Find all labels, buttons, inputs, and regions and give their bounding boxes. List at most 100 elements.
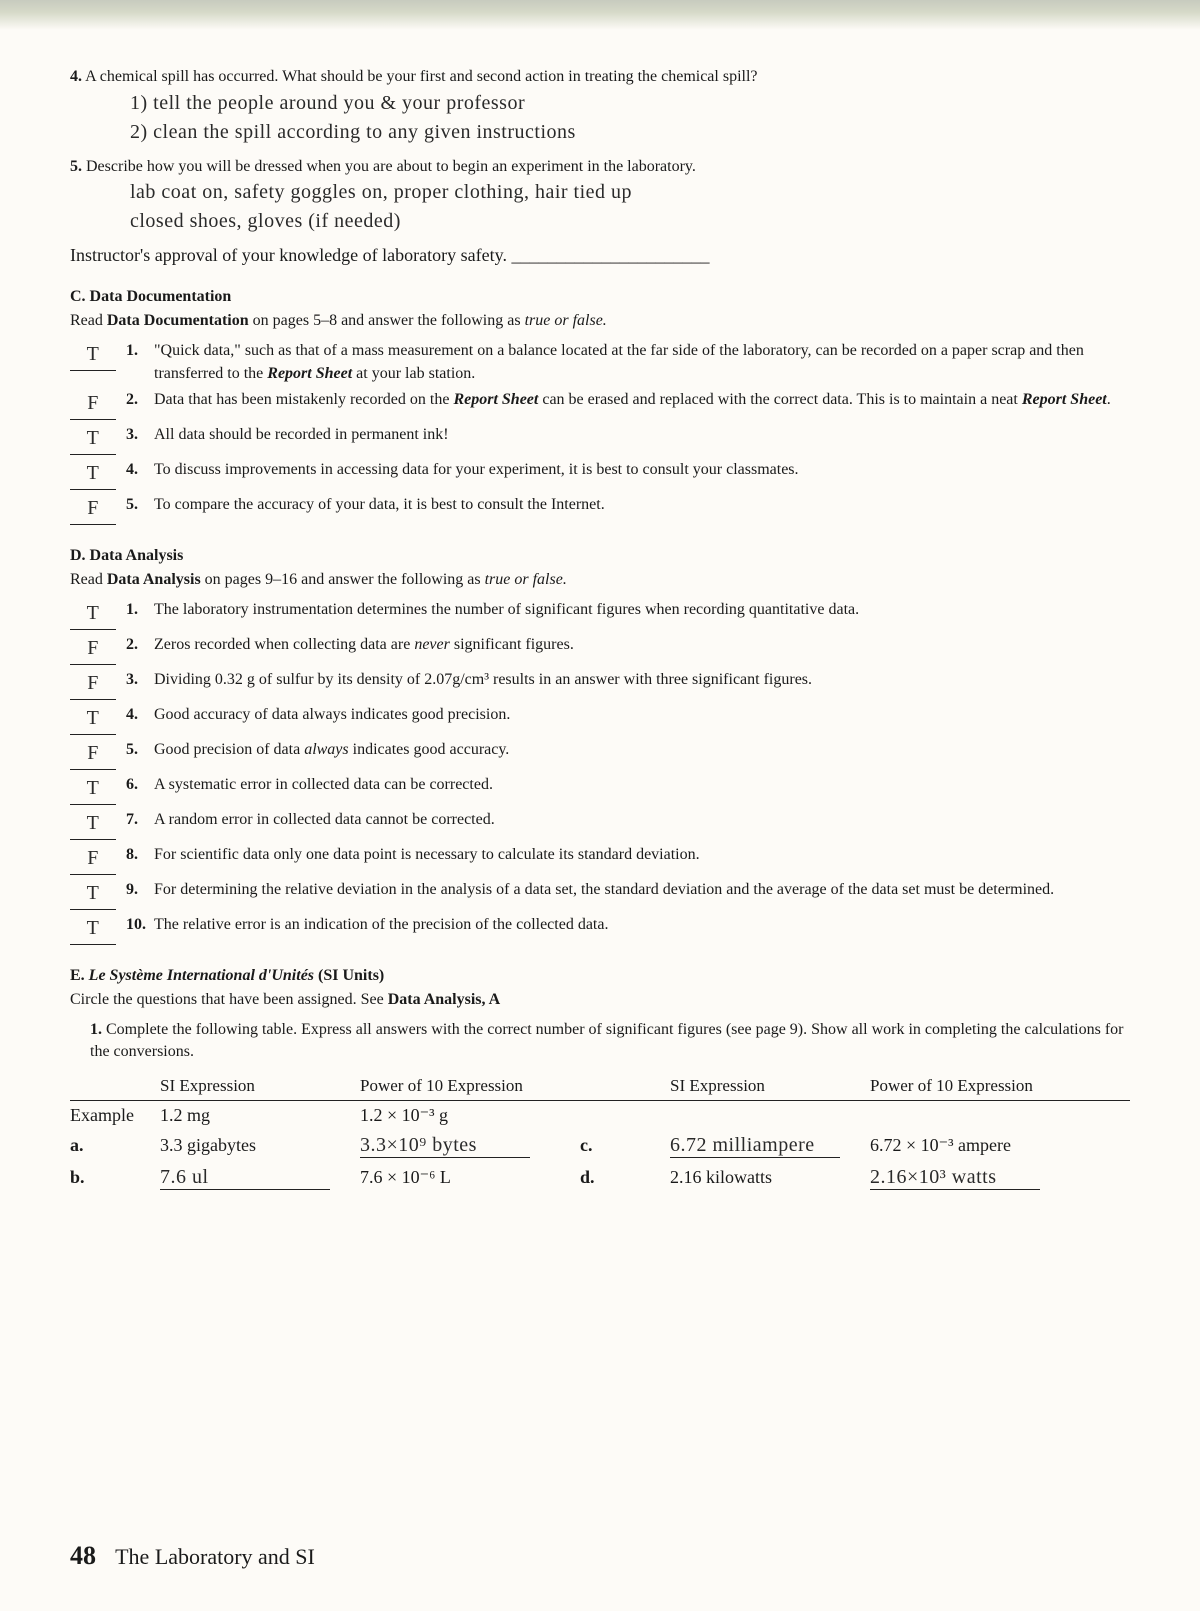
a-si: 3.3 gigabytes <box>160 1135 360 1156</box>
worksheet-page: 4. A chemical spill has occurred. What s… <box>0 0 1200 1611</box>
c5-answer: F <box>70 494 116 525</box>
sec-c-intro-pre: Read <box>70 312 107 329</box>
d4-answer: T <box>70 704 116 735</box>
si-h-blank1 <box>70 1076 160 1096</box>
c4-answer: T <box>70 459 116 490</box>
section-c-intro: Read Data Documentation on pages 5–8 and… <box>70 312 1130 330</box>
section-c-list: T 1. "Quick data," such as that of a mas… <box>70 340 1130 525</box>
d3-num: 3. <box>126 669 154 691</box>
a-pow-answer: 3.3×10⁹ bytes <box>360 1134 530 1158</box>
si-h-blank2 <box>580 1076 670 1096</box>
section-e-heading: E. Le Système International d'Unités (SI… <box>70 967 1130 985</box>
d7-text: A random error in collected data cannot … <box>154 809 1130 831</box>
q5-answer-line-1: lab coat on, safety goggles on, proper c… <box>130 179 1130 206</box>
d6-text: A systematic error in collected data can… <box>154 774 1130 796</box>
e-intro-pre: Circle the questions that have been assi… <box>70 991 388 1008</box>
d2-pre: Zeros recorded when collecting data are <box>154 636 414 653</box>
d2-i: never <box>414 636 450 653</box>
si-conversion-table: SI Expression Power of 10 Expression SI … <box>70 1076 1130 1194</box>
d6-num: 6. <box>126 774 154 796</box>
sec-c-intro-bold: Data Documentation <box>107 312 249 329</box>
d8-answer: F <box>70 844 116 875</box>
q5-text: Describe how you will be dressed when yo… <box>86 158 696 175</box>
q5-answer-line-2: closed shoes, gloves (if needed) <box>130 208 1130 235</box>
example-si: 1.2 mg <box>160 1105 360 1126</box>
d5-i: always <box>304 741 348 758</box>
a-label: a. <box>70 1135 160 1156</box>
d1-answer: T <box>70 599 116 630</box>
d-item-6: T 6.A systematic error in collected data … <box>70 774 1130 805</box>
c-item-4: T 4. To discuss improvements in accessin… <box>70 459 1130 490</box>
footer-title: The Laboratory and SI <box>115 1544 315 1569</box>
c4-num: 4. <box>126 459 154 481</box>
si-h4: Power of 10 Expression <box>870 1076 1090 1096</box>
d2-text: Zeros recorded when collecting data are … <box>154 634 1130 656</box>
d-item-9: T9.For determining the relative deviatio… <box>70 879 1130 910</box>
sec-c-intro-tf: true or false. <box>525 312 607 329</box>
c3-num: 3. <box>126 424 154 446</box>
b-label: b. <box>70 1167 160 1188</box>
c-item-5: F 5. To compare the accuracy of your dat… <box>70 494 1130 525</box>
c1-num: 1. <box>126 340 154 362</box>
c-item-2: F 2. Data that has been mistakenly recor… <box>70 389 1130 420</box>
c1-bold: Report Sheet <box>267 365 352 382</box>
si-table-header: SI Expression Power of 10 Expression SI … <box>70 1076 1130 1101</box>
c1-answer: T <box>70 340 116 371</box>
d10-answer: T <box>70 914 116 945</box>
c2-text: Data that has been mistakenly recorded o… <box>154 389 1130 411</box>
d4-num: 4. <box>126 704 154 726</box>
c-si-answer: 6.72 milliampere <box>670 1134 840 1158</box>
c3-text: All data should be recorded in permanent… <box>154 424 1130 446</box>
c5-num: 5. <box>126 494 154 516</box>
d5-pre: Good precision of data <box>154 741 304 758</box>
d3-text: Dividing 0.32 g of sulfur by its density… <box>154 669 1130 691</box>
d-item-1: T1.The laboratory instrumentation determ… <box>70 599 1130 630</box>
section-d-heading: D. Data Analysis <box>70 547 1130 565</box>
e-head-pre: E. <box>70 967 89 984</box>
d5-post: indicates good accuracy. <box>349 741 510 758</box>
d-pow-answer: 2.16×10³ watts <box>870 1166 1040 1190</box>
d9-num: 9. <box>126 879 154 901</box>
c2-answer: F <box>70 389 116 420</box>
q4-text: A chemical spill has occurred. What shou… <box>85 68 757 85</box>
example-label: Example <box>70 1105 160 1126</box>
c-item-3: T 3. All data should be recorded in perm… <box>70 424 1130 455</box>
c2-post2: . <box>1107 391 1111 408</box>
sec-c-intro-post: on pages 5–8 and answer the following as <box>249 312 525 329</box>
d8-text: For scientific data only one data point … <box>154 844 1130 866</box>
page-top-shadow <box>0 0 1200 30</box>
d1-num: 1. <box>126 599 154 621</box>
c2-num: 2. <box>126 389 154 411</box>
q5-number: 5. <box>70 158 82 175</box>
d4-text: Good accuracy of data always indicates g… <box>154 704 1130 726</box>
c1-post: at your lab station. <box>352 365 475 382</box>
e-intro-bold: Data Analysis, A <box>388 991 500 1008</box>
b-si-answer: 7.6 ul <box>160 1166 330 1190</box>
si-h1: SI Expression <box>160 1076 360 1096</box>
d9-answer: T <box>70 879 116 910</box>
q4-number: 4. <box>70 68 82 85</box>
c-item-1: T 1. "Quick data," such as that of a mas… <box>70 340 1130 385</box>
question-4: 4. A chemical spill has occurred. What s… <box>70 66 1130 146</box>
e-q1-text: Complete the following table. Express al… <box>90 1021 1124 1060</box>
e-question-1: 1. Complete the following table. Express… <box>90 1019 1130 1062</box>
d-item-10: T 10.The relative error is an indication … <box>70 914 1130 945</box>
page-number: 48 <box>70 1541 96 1570</box>
d10-text: The relative error is an indication of t… <box>154 914 1130 936</box>
sec-d-intro-pre: Read <box>70 571 107 588</box>
c-label: c. <box>580 1135 670 1156</box>
d-item-8: F8.For scientific data only one data poi… <box>70 844 1130 875</box>
d6-answer: T <box>70 774 116 805</box>
e-q1-num: 1. <box>90 1021 102 1038</box>
d-item-2: F2.Zeros recorded when collecting data a… <box>70 634 1130 665</box>
d10-num: 10. <box>126 914 154 936</box>
section-c-heading: C. Data Documentation <box>70 288 1130 306</box>
d7-answer: T <box>70 809 116 840</box>
c2-bold2: Report Sheet <box>1022 391 1107 408</box>
d-label: d. <box>580 1167 670 1188</box>
e-head-post: (SI Units) <box>314 967 384 984</box>
d5-num: 5. <box>126 739 154 761</box>
page-footer: 48 The Laboratory and SI <box>70 1541 315 1571</box>
d-item-5: F5.Good precision of data always indicat… <box>70 739 1130 770</box>
si-row-example: Example 1.2 mg 1.2 × 10⁻³ g <box>70 1101 1130 1130</box>
